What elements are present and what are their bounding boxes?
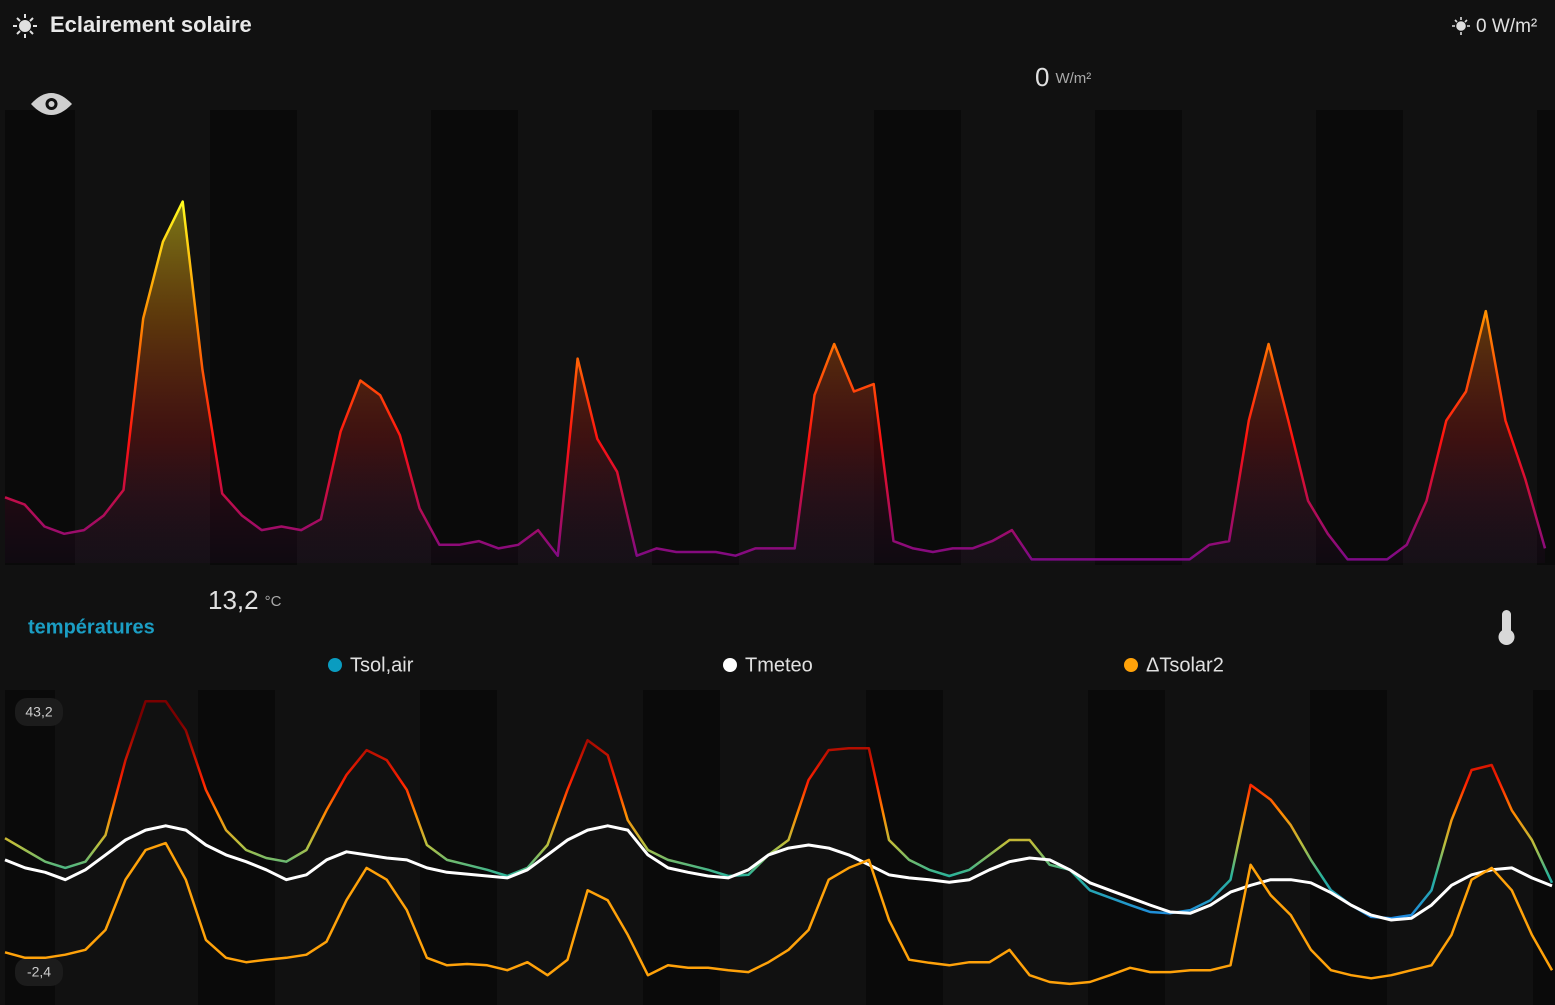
series-line xyxy=(4,699,1554,920)
irradiance-unit: W/m² xyxy=(1055,70,1091,87)
header-state-unit: W/m² xyxy=(1492,16,1537,37)
eye-icon[interactable] xyxy=(31,93,72,115)
temperatures-name: températures xyxy=(28,616,155,638)
sun-icon xyxy=(13,14,37,38)
night-band xyxy=(1533,690,1555,1005)
header-state-value: 0 xyxy=(1476,16,1487,37)
temperature-state: 13,2 °C xyxy=(208,585,282,615)
header-state: 0 W/m² xyxy=(1476,16,1537,37)
thermometer-icon xyxy=(1498,610,1515,645)
night-band xyxy=(420,690,497,1005)
irradiance-value: 0 xyxy=(1035,62,1049,92)
y-tick-label: -2,4 xyxy=(27,964,51,980)
legend-dot xyxy=(328,658,342,672)
night-band xyxy=(652,110,739,565)
y-label-badge xyxy=(15,958,63,986)
legend-label: ΔTsolar2 xyxy=(1146,654,1224,676)
night-band xyxy=(1537,110,1555,565)
state-icon xyxy=(1452,17,1470,35)
legend-label: Tmeteo xyxy=(745,654,813,676)
legend-dot xyxy=(1124,658,1138,672)
temperature-unit: °C xyxy=(265,593,282,610)
irradiance-area xyxy=(5,201,1545,563)
temperature-value: 13,2 xyxy=(208,585,259,615)
y-label-badge xyxy=(15,698,63,726)
night-band xyxy=(866,690,943,1005)
irradiance-line xyxy=(4,200,1547,561)
night-band xyxy=(210,110,297,565)
night-bands xyxy=(5,110,1555,1005)
legend-label: Tsol,air xyxy=(350,654,414,676)
irradiance-state: 0 W/m² xyxy=(1035,62,1091,92)
series-line xyxy=(4,824,1553,922)
night-band xyxy=(5,690,55,1005)
night-band xyxy=(874,110,961,565)
y-tick-label: 43,2 xyxy=(25,704,52,720)
night-band xyxy=(1095,110,1182,565)
legend-dot xyxy=(723,658,737,672)
night-band xyxy=(431,110,518,565)
night-band xyxy=(5,110,75,565)
night-band xyxy=(1088,690,1165,1005)
night-band xyxy=(1316,110,1403,565)
series-line xyxy=(4,841,1554,986)
night-band xyxy=(1310,690,1387,1005)
night-band xyxy=(643,690,720,1005)
card-title: Eclairement solaire xyxy=(50,12,252,37)
